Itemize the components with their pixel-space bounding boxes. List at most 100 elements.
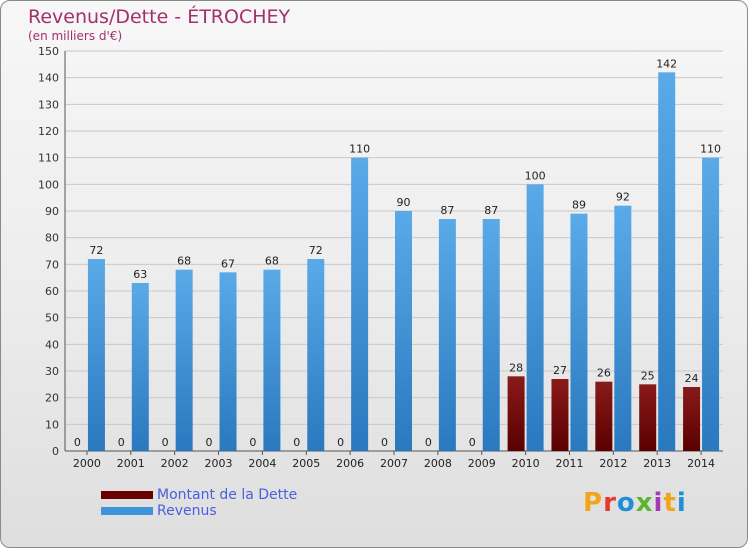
data-label-revenus: 87 <box>484 204 498 217</box>
x-tick-label: 2001 <box>117 457 145 470</box>
legend-label-revenus: Revenus <box>157 503 217 519</box>
x-tick-label: 2006 <box>336 457 364 470</box>
x-tick-label: 2005 <box>292 457 320 470</box>
bar-dette <box>683 387 701 451</box>
logo-letter: r <box>603 488 617 518</box>
y-tick-label: 140 <box>38 72 59 85</box>
legend-swatch-revenus <box>101 507 153 515</box>
legend: Montant de la Dette Revenus <box>101 487 297 519</box>
bar-dette <box>551 379 569 451</box>
legend-swatch-dette <box>101 491 153 499</box>
bar-dette <box>595 381 613 451</box>
bar-revenus <box>395 211 412 451</box>
bar-revenus <box>658 72 676 451</box>
data-label-revenus: 92 <box>616 191 630 204</box>
data-label-dette: 26 <box>597 367 611 380</box>
bar-revenus <box>614 205 632 451</box>
bar-revenus <box>526 184 544 452</box>
data-label-revenus: 142 <box>656 57 677 70</box>
bar-revenus <box>570 213 588 451</box>
data-label-dette: 0 <box>249 436 256 449</box>
y-tick-label: 40 <box>45 338 59 351</box>
logo-letter: P <box>583 488 604 518</box>
legend-item-revenus: Revenus <box>101 503 297 519</box>
bar-dette <box>639 384 657 451</box>
y-tick-label: 20 <box>45 392 59 405</box>
proxiti-logo: Proxiti <box>583 488 687 518</box>
y-tick-label: 100 <box>38 178 59 191</box>
x-tick-label: 2013 <box>643 457 671 470</box>
data-label-dette: 0 <box>425 436 432 449</box>
bar-revenus <box>307 259 325 451</box>
data-label-revenus: 87 <box>440 204 454 217</box>
x-tick-label: 2010 <box>512 457 540 470</box>
data-label-dette: 0 <box>337 436 344 449</box>
bar-revenus <box>702 157 720 451</box>
data-label-dette: 0 <box>469 436 476 449</box>
data-label-dette: 0 <box>381 436 388 449</box>
bar-dette <box>507 376 525 451</box>
data-label-dette: 24 <box>685 372 699 385</box>
y-tick-label: 60 <box>45 285 59 298</box>
bar-revenus <box>219 272 237 451</box>
bar-revenus <box>175 269 193 451</box>
y-tick-label: 0 <box>52 445 59 458</box>
data-label-dette: 28 <box>509 361 523 374</box>
chart-subtitle: (en milliers d'€) <box>28 29 123 43</box>
bar-revenus <box>131 283 149 451</box>
data-label-revenus: 89 <box>572 199 586 212</box>
data-label-revenus: 100 <box>525 169 546 182</box>
data-label-dette: 0 <box>293 436 300 449</box>
data-label-revenus: 110 <box>349 143 370 156</box>
chart-title: Revenus/Dette - ÉTROCHEY <box>28 6 291 28</box>
y-tick-label: 120 <box>38 125 59 138</box>
logo-letter: o <box>616 488 636 518</box>
data-label-revenus: 68 <box>265 255 279 268</box>
data-label-dette: 27 <box>553 364 567 377</box>
x-tick-label: 2003 <box>205 457 233 470</box>
logo-letter: t <box>663 488 677 518</box>
data-label-revenus: 90 <box>397 196 411 209</box>
data-label-revenus: 72 <box>89 244 103 257</box>
x-tick-label: 2002 <box>161 457 189 470</box>
data-label-dette: 0 <box>118 436 125 449</box>
data-label-revenus: 68 <box>177 255 191 268</box>
legend-label-dette: Montant de la Dette <box>157 487 298 503</box>
logo-letter: x <box>635 488 654 518</box>
x-tick-label: 2008 <box>424 457 452 470</box>
x-tick-label: 2011 <box>555 457 583 470</box>
x-tick-label: 2014 <box>687 457 715 470</box>
x-tick-label: 2007 <box>380 457 408 470</box>
bar-revenus <box>482 219 500 451</box>
x-tick-label: 2004 <box>248 457 276 470</box>
y-tick-label: 90 <box>45 205 59 218</box>
logo-letter: i <box>653 488 664 518</box>
data-label-revenus: 67 <box>221 257 235 270</box>
y-tick-label: 130 <box>38 98 59 111</box>
legend-item-dette: Montant de la Dette <box>101 487 297 503</box>
logo-letter: i <box>676 488 687 518</box>
data-label-revenus: 110 <box>700 143 721 156</box>
y-tick-label: 30 <box>45 365 59 378</box>
x-tick-label: 2000 <box>73 457 101 470</box>
bar-revenus <box>263 269 281 451</box>
y-tick-label: 10 <box>45 418 59 431</box>
data-label-dette: 0 <box>74 436 81 449</box>
y-tick-label: 70 <box>45 258 59 271</box>
y-tick-label: 150 <box>38 45 59 58</box>
data-label-revenus: 72 <box>309 244 323 257</box>
bar-revenus <box>351 157 369 451</box>
data-label-dette: 25 <box>641 369 655 382</box>
y-tick-label: 110 <box>38 152 59 165</box>
bar-revenus <box>438 219 456 451</box>
y-tick-label: 80 <box>45 232 59 245</box>
x-tick-label: 2012 <box>599 457 627 470</box>
data-label-dette: 0 <box>206 436 213 449</box>
bar-revenus <box>87 259 105 451</box>
data-label-revenus: 63 <box>133 268 147 281</box>
y-tick-label: 50 <box>45 312 59 325</box>
data-label-dette: 0 <box>162 436 169 449</box>
x-tick-label: 2009 <box>468 457 496 470</box>
